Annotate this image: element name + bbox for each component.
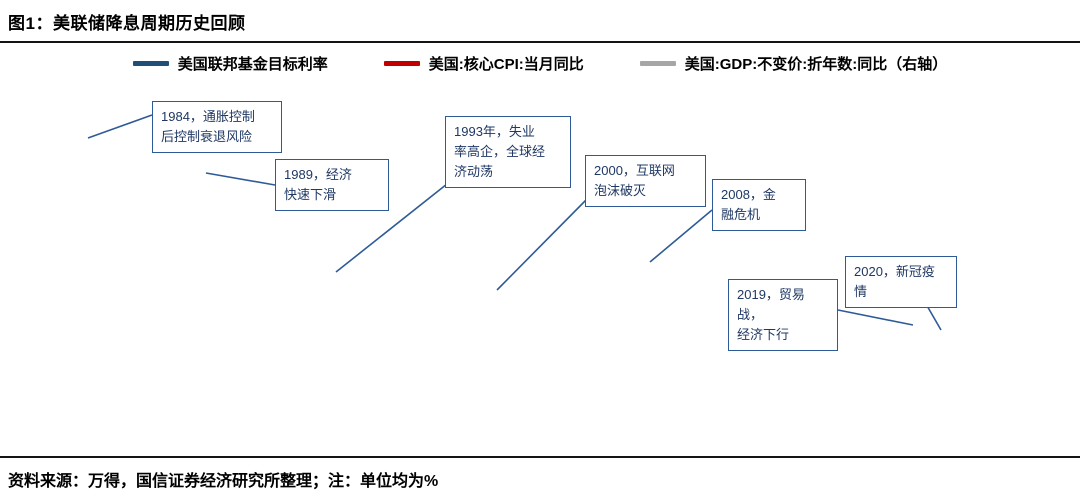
leader-line-1993 — [335, 183, 448, 273]
annotation-leaders — [87, 114, 942, 331]
annotation-1984: 1984，通胀控制 后控制衰退风险 — [152, 101, 282, 154]
legend-label: 美国联邦基金目标利率 — [177, 56, 328, 73]
legend-label: 美国:GDP:不变价:折年数:同比（右轴） — [684, 56, 948, 73]
title-divider — [0, 41, 1080, 43]
chart-area: 美国联邦基金目标利率 美国:核心CPI:当月同比 美国:GDP:不变价:折年数:… — [0, 43, 1080, 456]
legend-swatch-fed-funds-rate — [132, 61, 169, 66]
legend-swatch-core-cpi — [383, 61, 420, 66]
annotation-1993: 1993年，失业 率高企，全球经 济动荡 — [445, 116, 571, 189]
annotation-2008: 2008，金 融危机 — [712, 179, 806, 232]
legend-label: 美国:核心CPI:当月同比 — [428, 56, 584, 73]
annotation-2019: 2019，贸易战， 经济下行 — [728, 279, 838, 352]
leader-line-2019 — [837, 309, 914, 326]
leader-line-1989 — [205, 172, 276, 186]
annotation-2000: 2000，互联网 泡沫破灭 — [585, 155, 706, 208]
annotation-2020: 2020，新冠疫 情 — [845, 256, 957, 309]
leader-line-2020 — [925, 303, 942, 331]
figure-title: 图1：美联储降息周期历史回顾 — [8, 14, 246, 33]
legend-swatch-gdp-yoy — [639, 61, 676, 66]
legend-item-fed-funds-rate: 美国联邦基金目标利率 — [132, 53, 328, 74]
leader-line-2008 — [649, 209, 713, 263]
source-note: 资料来源：万得，国信证券经济研究所整理；注：单位均为% — [0, 456, 1080, 491]
annotation-1989: 1989，经济 快速下滑 — [275, 159, 389, 212]
chart-plot — [87, 114, 942, 331]
chart-legend: 美国联邦基金目标利率 美国:核心CPI:当月同比 美国:GDP:不变价:折年数:… — [0, 53, 1080, 74]
leader-line-2000 — [496, 198, 588, 291]
legend-item-core-cpi: 美国:核心CPI:当月同比 — [383, 53, 584, 74]
legend-item-gdp-yoy: 美国:GDP:不变价:折年数:同比（右轴） — [639, 53, 948, 74]
leader-line-1984 — [87, 114, 153, 139]
